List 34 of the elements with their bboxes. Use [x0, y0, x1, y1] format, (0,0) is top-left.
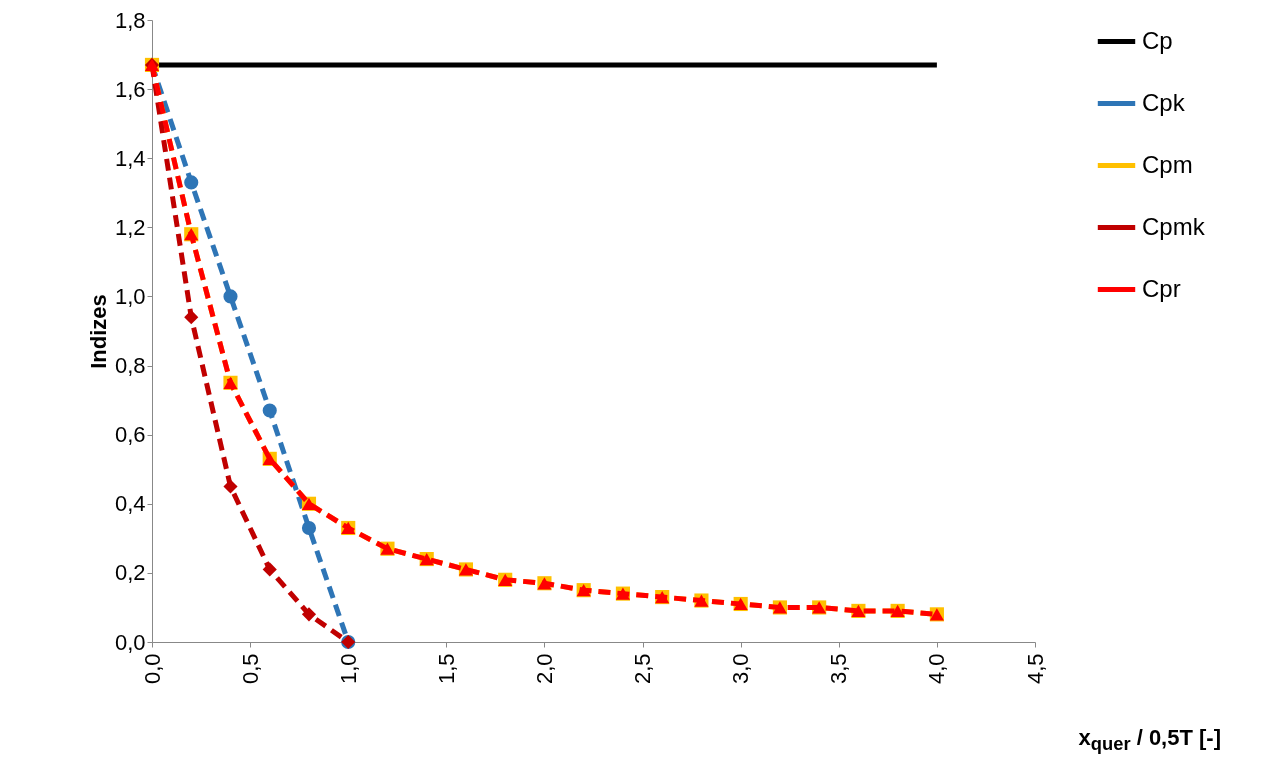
- legend-label: Cp: [1142, 26, 1173, 54]
- point: [262, 403, 277, 418]
- y-tick-label: 0,8: [114, 353, 146, 379]
- x-tick-label: 0,5: [237, 653, 263, 685]
- legend-label: Cpk: [1142, 88, 1186, 116]
- y-tick-label: 1,6: [114, 76, 146, 102]
- x-tick-label: 4,5: [1022, 653, 1048, 685]
- point: [184, 310, 199, 325]
- y-tick-label: 0,6: [114, 422, 146, 448]
- legend-label: Cpr: [1142, 274, 1181, 302]
- x-tick-label: 1,5: [433, 653, 459, 685]
- point: [184, 175, 199, 190]
- point: [223, 479, 238, 494]
- x-tick-label: 3,0: [728, 653, 754, 685]
- legend-label: Cpm: [1142, 150, 1193, 178]
- point: [223, 289, 238, 304]
- x-tick-label: 1,0: [335, 653, 361, 685]
- point: [262, 562, 277, 577]
- legend-label: Cpmk: [1142, 212, 1206, 240]
- point: [301, 520, 317, 536]
- x-tick-label: 2,5: [630, 653, 656, 685]
- y-tick-label: 1,8: [114, 7, 146, 33]
- x-tick-label: 2,0: [531, 653, 557, 685]
- x-tick-label: 4,0: [924, 653, 950, 685]
- y-tick-label: 1,4: [114, 145, 146, 171]
- x-tick-label: 3,5: [826, 653, 852, 685]
- y-tick-label: 0,0: [114, 629, 146, 655]
- y-tick-label: 0,2: [114, 560, 146, 586]
- y-tick-label: 0,4: [114, 491, 146, 517]
- y-axis-title: Indizes: [85, 294, 111, 369]
- x-axis-title: x$_{quer}$ / 0,5T [-]: [1078, 725, 1221, 756]
- y-tick-label: 1,2: [114, 214, 146, 240]
- y-tick-label: 1,0: [114, 283, 146, 309]
- point: [301, 607, 317, 622]
